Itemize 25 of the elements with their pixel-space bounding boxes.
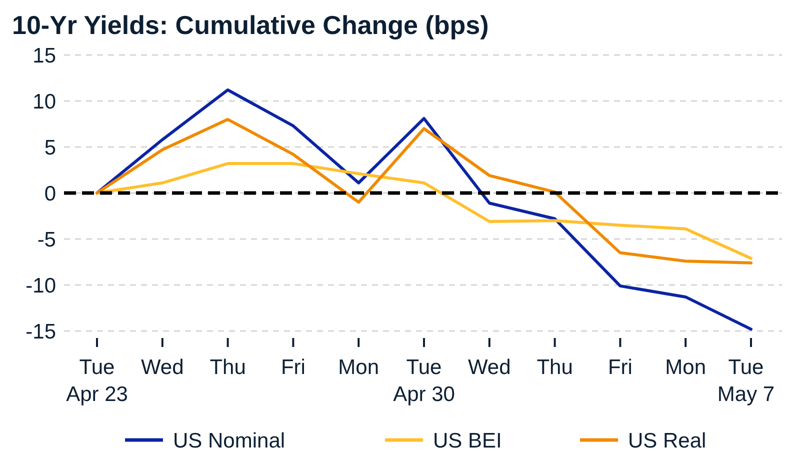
line-series <box>96 88 752 331</box>
legend-label: US Nominal <box>173 429 286 452</box>
x-tick-label: Wed <box>468 356 511 379</box>
x-tick-label: Thu <box>536 356 573 379</box>
x-tick-label: Thu <box>210 356 246 379</box>
y-tick-label: 15 <box>32 44 56 68</box>
x-tick-label: Mon <box>338 356 380 379</box>
x-tick-label: Wed <box>140 356 184 379</box>
line-series <box>96 118 752 264</box>
x-tick-label: Tue Apr 30 <box>393 356 455 406</box>
legend-label: US BEI <box>433 429 502 452</box>
x-tick-label: Tue Apr 23 <box>66 356 128 406</box>
x-tick-label: Tue May 7 <box>717 356 775 406</box>
y-tick-label: 10 <box>32 90 56 114</box>
legend-label: US Real <box>628 429 706 452</box>
line-series <box>96 162 752 260</box>
x-tick-label: Fri <box>280 356 306 379</box>
y-tick-label: 5 <box>44 136 56 160</box>
y-tick-label: -10 <box>26 274 56 298</box>
y-tick-label: -15 <box>26 320 56 344</box>
y-tick-label: -5 <box>37 228 56 252</box>
x-tick-label: Mon <box>665 356 706 379</box>
chart-title: 10-Yr Yields: Cumulative Change (bps) <box>12 10 489 40</box>
y-tick-label: 0 <box>44 182 56 206</box>
x-tick-label: Fri <box>608 356 632 379</box>
